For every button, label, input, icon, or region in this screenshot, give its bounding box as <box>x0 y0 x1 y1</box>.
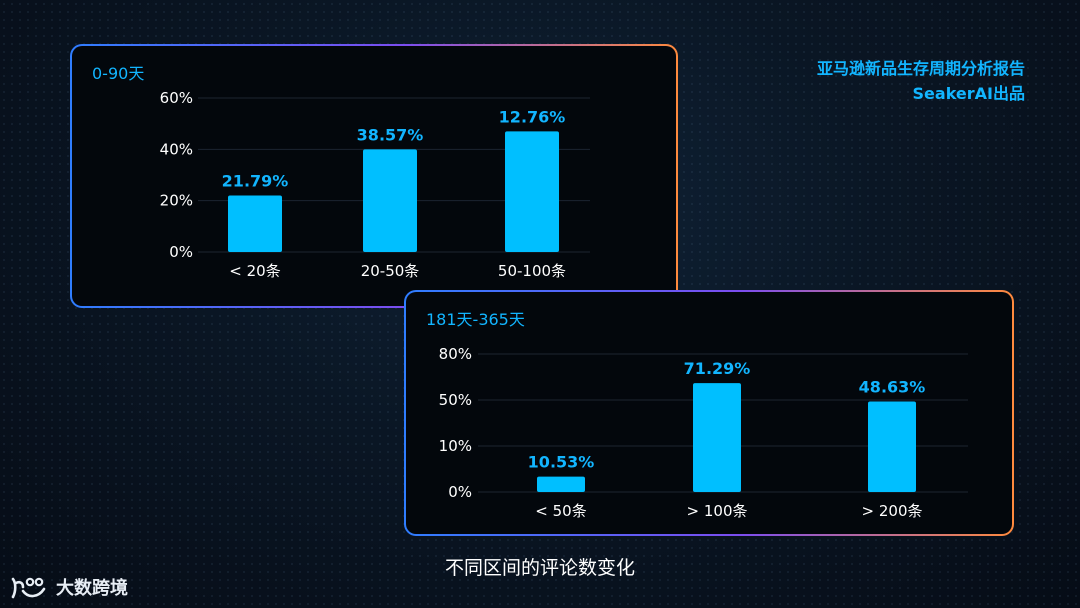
x-tick-label: > 100条 <box>687 502 748 520</box>
bar <box>228 195 282 252</box>
brand-logo: 大数跨境 <box>10 572 128 602</box>
y-tick-label: 0% <box>169 243 193 261</box>
data-label: 71.29% <box>684 359 751 378</box>
y-tick-label: 80% <box>439 345 472 363</box>
y-tick-label: 40% <box>160 140 193 158</box>
y-tick-label: 50% <box>439 391 472 409</box>
x-tick-label: < 20条 <box>229 262 280 280</box>
data-label: 10.53% <box>528 453 595 472</box>
bar <box>537 476 585 492</box>
chart-panel-0-90: 0-90天 0% 20% 40% 60% 21.79% < 20条 38.57% 20-50条… <box>70 44 678 308</box>
logo-text: 大数跨境 <box>56 578 128 599</box>
bar <box>868 401 916 492</box>
x-tick-label: < 50条 <box>535 502 586 520</box>
report-credit: SeakerAI出品 <box>912 84 1025 103</box>
bar-chart-181-365: 0% 10% 50% 80% 10.53% < 50条 71.29% > 100条 48.63%… <box>439 345 968 520</box>
report-header: 亚马逊新品生存周期分析报告 SeakerAI出品 <box>817 56 1025 106</box>
bar <box>693 383 741 492</box>
data-label: 48.63% <box>859 378 926 397</box>
data-label: 21.79% <box>222 172 289 191</box>
report-title: 亚马逊新品生存周期分析报告 <box>816 59 1025 78</box>
chart-title: 181天-365天 <box>426 310 525 329</box>
chart-panel-181-365: 181天-365天 0% 10% 50% 80% 10.53% < 50条 71.29% > … <box>404 290 1014 536</box>
bird-logo-icon <box>11 577 46 599</box>
chart-caption: 不同区间的评论数变化 <box>444 557 635 579</box>
data-label: 38.57% <box>357 125 424 144</box>
chart-title: 0-90天 <box>92 64 145 83</box>
x-tick-label: 50-100条 <box>498 262 566 280</box>
data-label: 12.76% <box>499 107 566 126</box>
y-tick-label: 20% <box>160 192 193 210</box>
x-tick-label: > 200条 <box>862 502 923 520</box>
bar-chart-0-90: 0% 20% 40% 60% 21.79% < 20条 38.57% 20-50条 12.76%… <box>160 89 590 280</box>
y-tick-label: 0% <box>448 483 472 501</box>
bar <box>505 131 559 252</box>
y-tick-label: 60% <box>160 89 193 107</box>
x-tick-label: 20-50条 <box>361 262 420 280</box>
bar <box>363 149 417 252</box>
y-tick-label: 10% <box>439 437 472 455</box>
